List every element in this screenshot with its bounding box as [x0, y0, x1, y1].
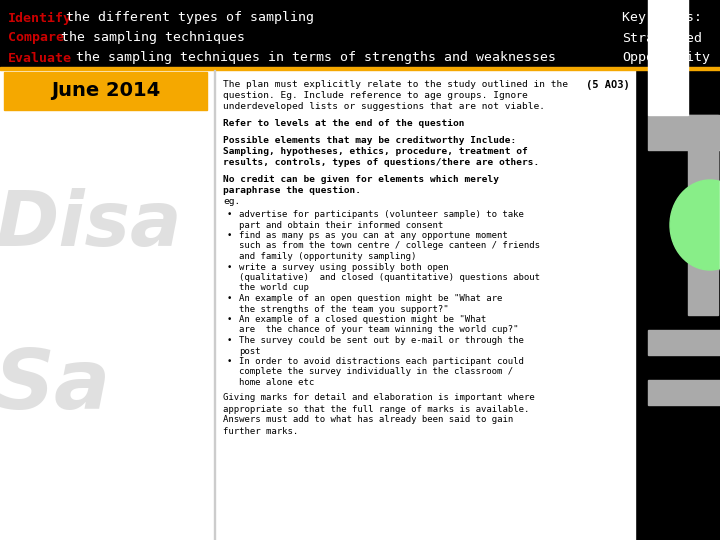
Text: (5 AO3): (5 AO3): [586, 80, 630, 90]
Text: part and obtain their informed consent: part and obtain their informed consent: [239, 220, 444, 230]
Text: (qualitative)  and closed (quantitative) questions about: (qualitative) and closed (quantitative) …: [239, 273, 540, 282]
Text: find as many ps as you can at any opportune moment: find as many ps as you can at any opport…: [239, 231, 508, 240]
Bar: [0, 70, 215, 540]
Text: home alone etc: home alone etc: [239, 378, 314, 387]
Text: eg.: eg.: [223, 197, 240, 206]
Text: Compare: Compare: [8, 31, 64, 44]
Text: Sa: Sa: [0, 345, 112, 426]
Text: Stratified: Stratified: [622, 31, 702, 44]
Text: write a survey using possibly both open: write a survey using possibly both open: [239, 262, 449, 272]
Text: •: •: [227, 336, 233, 345]
Bar: [0, 67, 720, 70]
Text: In order to avoid distractions each participant could: In order to avoid distractions each part…: [239, 357, 524, 366]
Bar: [215, 70, 635, 540]
Bar: [648, 115, 720, 150]
Text: underdeveloped lists or suggestions that are not viable.: underdeveloped lists or suggestions that…: [223, 102, 545, 111]
Text: An example of an open question might be "What are: An example of an open question might be …: [239, 294, 503, 303]
Bar: [214, 70, 215, 540]
Text: The plan must explicitly relate to the study outlined in the: The plan must explicitly relate to the s…: [223, 80, 568, 89]
Text: •: •: [227, 294, 233, 303]
Text: The survey could be sent out by e-mail or through the: The survey could be sent out by e-mail o…: [239, 336, 524, 345]
Text: the strengths of the team you support?": the strengths of the team you support?": [239, 305, 449, 314]
Bar: [648, 380, 720, 405]
Text: appropriate so that the full range of marks is available.: appropriate so that the full range of ma…: [223, 404, 529, 414]
Text: further marks.: further marks.: [223, 427, 298, 435]
Text: Key words:: Key words:: [622, 11, 702, 24]
Ellipse shape: [670, 180, 720, 270]
Text: June 2014: June 2014: [51, 82, 160, 100]
Text: •: •: [227, 210, 233, 219]
Text: the different types of sampling: the different types of sampling: [58, 11, 314, 24]
Bar: [4, 72, 207, 110]
Text: are  the chance of your team winning the world cup?": are the chance of your team winning the …: [239, 326, 518, 334]
Text: Disa: Disa: [0, 188, 181, 262]
Text: post: post: [239, 347, 261, 355]
Text: •: •: [227, 231, 233, 240]
Bar: [648, 0, 688, 115]
Text: complete the survey individually in the classroom /: complete the survey individually in the …: [239, 368, 513, 376]
Text: Identify: Identify: [8, 11, 72, 24]
Text: Evaluate: Evaluate: [8, 51, 72, 64]
Text: the sampling techniques in terms of strengths and weaknesses: the sampling techniques in terms of stre…: [60, 51, 556, 64]
Text: such as from the town centre / college canteen / friends: such as from the town centre / college c…: [239, 241, 540, 251]
Text: Opportunity: Opportunity: [622, 51, 710, 64]
Text: question. Eg. Include reference to age groups. Ignore: question. Eg. Include reference to age g…: [223, 91, 528, 100]
Text: •: •: [227, 315, 233, 324]
Bar: [648, 330, 720, 355]
Text: and family (opportunity sampling): and family (opportunity sampling): [239, 252, 416, 261]
Bar: [0, 0, 720, 68]
Text: the sampling techniques: the sampling techniques: [53, 31, 245, 44]
Text: •: •: [227, 262, 233, 272]
Text: advertise for participants (volunteer sample) to take: advertise for participants (volunteer sa…: [239, 210, 524, 219]
Text: Answers must add to what has already been said to gain: Answers must add to what has already bee…: [223, 415, 513, 424]
Text: Possible elements that may be creditworthy Include:: Possible elements that may be creditwort…: [223, 136, 516, 145]
Text: No credit can be given for elements which merely: No credit can be given for elements whic…: [223, 175, 499, 184]
Text: Refer to levels at the end of the question: Refer to levels at the end of the questi…: [223, 119, 464, 128]
Bar: [688, 115, 718, 315]
Text: •: •: [227, 357, 233, 366]
Text: paraphrase the question.: paraphrase the question.: [223, 186, 361, 195]
Text: the world cup: the world cup: [239, 284, 309, 293]
Text: An example of a closed question might be "What: An example of a closed question might be…: [239, 315, 486, 324]
Text: results, controls, types of questions/there are others.: results, controls, types of questions/th…: [223, 158, 539, 167]
Text: Sampling, hypotheses, ethics, procedure, treatment of: Sampling, hypotheses, ethics, procedure,…: [223, 147, 528, 156]
Text: Giving marks for detail and elaboration is important where: Giving marks for detail and elaboration …: [223, 394, 535, 402]
